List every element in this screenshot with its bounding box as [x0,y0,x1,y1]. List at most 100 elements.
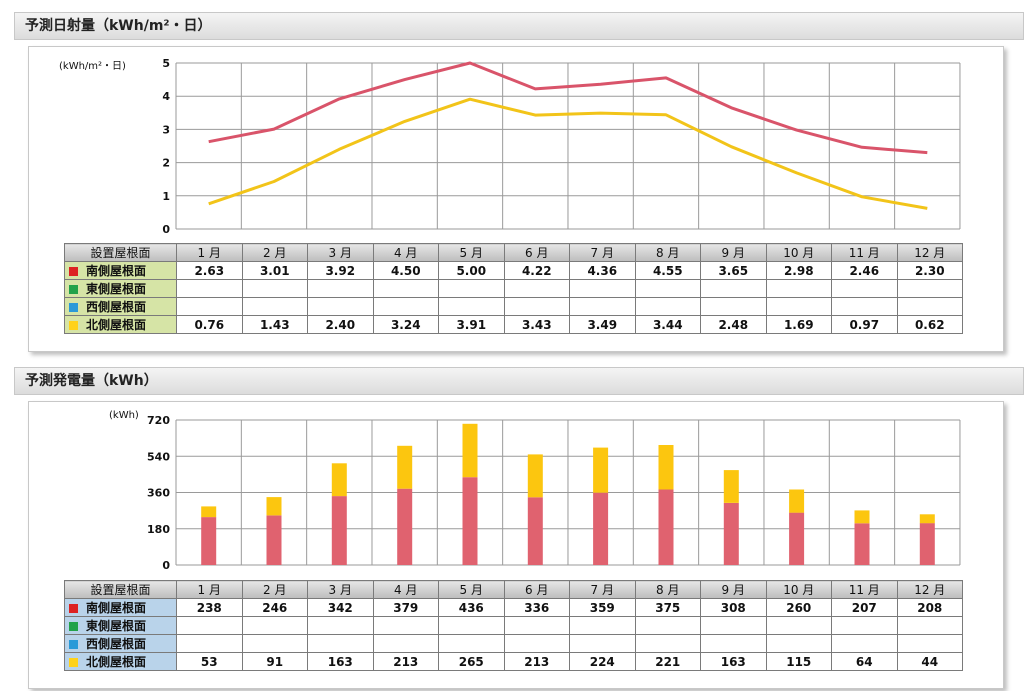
value-cell [700,279,767,298]
section1-title: 予測日射量（kWh/m²・日） [25,18,212,34]
value-cell [438,279,505,298]
value-cell: 0.97 [831,315,898,334]
row-label: 東側屋根面 [64,616,177,635]
value-cell: 2.63 [176,261,243,280]
value-cell [307,297,374,316]
chart2-bar-south [266,515,282,565]
month-header-cell: 4 月 [372,580,439,599]
month-header-cell: 9 月 [700,243,767,262]
legend-swatch-icon [69,267,78,276]
chart2-bar-north [789,489,805,513]
chart1-ytick-label: 5 [162,57,170,70]
value-cell: 221 [634,652,701,671]
value-cell: 238 [176,598,243,617]
chart2-bar-north [854,510,870,524]
value-cell: 359 [569,598,636,617]
table-row: 東側屋根面 [64,616,963,635]
value-cell: 2.98 [765,261,832,280]
legend-swatch-icon [69,303,78,312]
value-cell: 3.01 [241,261,308,280]
value-cell [700,616,767,635]
chart2-bar-north [593,447,609,493]
value-cell: 4.36 [569,261,636,280]
chart2-bar-north [527,454,543,498]
row-label: 西側屋根面 [64,297,177,316]
row-label: 南側屋根面 [64,598,177,617]
row-label: 東側屋根面 [64,279,177,298]
value-cell: 208 [896,598,963,617]
month-header-cell: 6 月 [503,580,570,599]
month-header-cell: 8 月 [634,243,701,262]
month-header-cell: 1 月 [176,243,243,262]
table-row: 西側屋根面 [64,297,963,316]
value-cell [241,634,308,653]
value-cell: 379 [372,598,439,617]
section2-header: 予測発電量（kWh） [14,367,1024,395]
chart2-bar-south [854,523,870,565]
table-row: 西側屋根面 [64,634,963,653]
value-cell [831,297,898,316]
value-cell [438,634,505,653]
row-label: 南側屋根面 [64,261,177,280]
value-cell: 64 [831,652,898,671]
value-cell [503,297,570,316]
value-cell: 0.62 [896,315,963,334]
value-cell [176,616,243,635]
month-header-cell: 10 月 [765,580,832,599]
month-header-cell: 3 月 [307,243,374,262]
month-header-cell: 1 月 [176,580,243,599]
value-cell [765,616,832,635]
month-header-cell: 7 月 [569,243,636,262]
value-cell [896,634,963,653]
month-header-cell: 11 月 [831,580,898,599]
value-cell: 3.24 [372,315,439,334]
value-cell: 0.76 [176,315,243,334]
month-header-cell: 12 月 [896,580,963,599]
month-header-cell: 2 月 [241,580,308,599]
section1-header: 予測日射量（kWh/m²・日） [14,12,1024,40]
value-cell: 2.48 [700,315,767,334]
legend-swatch-icon [69,622,78,631]
value-cell: 342 [307,598,374,617]
chart1-ytick-label: 0 [162,223,170,236]
month-header-cell: 7 月 [569,580,636,599]
chart2-bar-north [331,463,347,497]
value-cell [634,297,701,316]
chart2-bar-south [331,496,347,565]
value-cell: 5.00 [438,261,505,280]
value-cell [896,616,963,635]
table-row: 南側屋根面 2.63 3.01 3.92 4.50 5.00 4.22 4.36 4.55 3.6… [64,261,963,280]
chart2-bar-north [462,423,478,478]
value-cell: 1.43 [241,315,308,334]
value-cell [831,279,898,298]
value-cell: 44 [896,652,963,671]
chart2-bar-north [397,445,413,489]
value-cell [634,634,701,653]
value-cell [307,279,374,298]
solar-radiation-chart: 0 1 2 3 4 5 [162,57,961,236]
section2-title: 予測発電量（kWh） [25,373,158,389]
value-cell [241,297,308,316]
value-cell: 3.43 [503,315,570,334]
value-cell: 207 [831,598,898,617]
chart2-bar-south [723,503,739,565]
month-header-cell: 9 月 [700,580,767,599]
value-cell: 213 [372,652,439,671]
value-cell [503,616,570,635]
row-label: 西側屋根面 [64,634,177,653]
value-cell [503,634,570,653]
table-header-label: 設置屋根面 [64,580,177,599]
chart1-ytick-label: 3 [162,123,170,136]
value-cell [438,297,505,316]
value-cell: 224 [569,652,636,671]
month-header-cell: 2 月 [241,243,308,262]
chart2-bar-south [658,489,674,565]
value-cell: 2.46 [831,261,898,280]
value-cell [765,279,832,298]
value-cell: 163 [307,652,374,671]
value-cell: 260 [765,598,832,617]
chart1-series-line-south [208,61,928,155]
